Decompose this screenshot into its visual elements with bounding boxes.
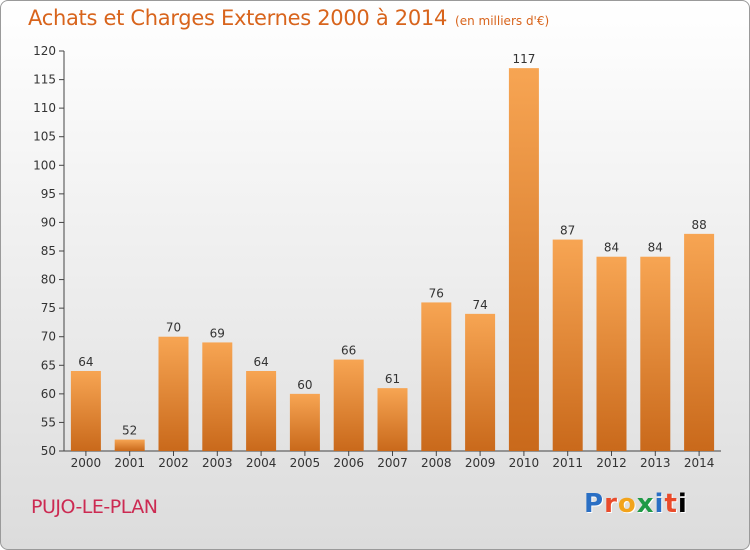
bar <box>70 371 101 451</box>
bar-value-label: 64 <box>253 355 268 369</box>
bar <box>289 393 320 451</box>
y-tick-label: 90 <box>41 215 56 229</box>
chart-title-text: Achats et Charges Externes 2000 à 2014 <box>28 6 448 30</box>
bar <box>596 256 627 451</box>
bar-value-label: 69 <box>210 326 225 340</box>
bar-value-label: 84 <box>604 241 619 255</box>
chart-unit-label: (en milliers d'€) <box>455 14 550 28</box>
bar <box>377 388 408 451</box>
x-tick-label: 2012 <box>596 456 627 470</box>
y-tick-label: 120 <box>33 44 56 58</box>
bar <box>333 359 364 451</box>
x-tick-label: 2011 <box>552 456 583 470</box>
bar-value-label: 61 <box>385 372 400 386</box>
bar <box>202 342 233 451</box>
bar <box>640 256 671 451</box>
logo-letter: r <box>604 489 618 519</box>
bar-value-label: 64 <box>78 355 93 369</box>
bar <box>421 302 452 451</box>
bar <box>508 68 539 452</box>
logo-letter: o <box>617 489 637 519</box>
bar <box>465 313 496 451</box>
logo-letter: x <box>636 489 655 519</box>
x-tick-label: 2014 <box>684 456 715 470</box>
x-tick-label: 2007 <box>377 456 408 470</box>
y-tick-label: 65 <box>41 358 56 372</box>
bar-value-label: 66 <box>341 344 356 358</box>
x-tick-label: 2001 <box>114 456 145 470</box>
x-tick-label: 2009 <box>465 456 496 470</box>
x-tick-label: 2005 <box>290 456 321 470</box>
labels: 64 2000 52 2001 70 2002 69 2003 64 2004 60 2005 66 20… <box>71 52 715 470</box>
commune-name: PUJO-LE-PLAN <box>31 496 158 518</box>
chart-title: Achats et Charges Externes 2000 à 2014 (e… <box>28 6 549 30</box>
bar-value-label: 76 <box>429 286 444 300</box>
bars <box>70 68 715 452</box>
logo-letter: i <box>677 489 688 519</box>
logo-letter: P <box>584 489 605 519</box>
bar <box>684 233 715 451</box>
y-tick-label: 60 <box>41 387 56 401</box>
y-tick-label: 115 <box>33 73 56 87</box>
x-tick-label: 2000 <box>71 456 102 470</box>
bar-value-label: 84 <box>648 241 663 255</box>
bar-value-label: 117 <box>512 52 535 66</box>
x-tick-label: 2002 <box>158 456 189 470</box>
y-tick-label: 80 <box>41 273 56 287</box>
bar-value-label: 60 <box>297 378 312 392</box>
bar <box>246 371 277 451</box>
y-tick-label: 70 <box>41 330 56 344</box>
logo-letter: i <box>654 489 665 519</box>
bar-value-label: 74 <box>472 298 487 312</box>
x-tick-label: 2003 <box>202 456 233 470</box>
logo-letter: t <box>664 489 678 519</box>
bar-value-label: 70 <box>166 321 181 335</box>
y-tick-label: 85 <box>41 244 56 258</box>
x-tick-label: 2008 <box>421 456 452 470</box>
x-tick-label: 2010 <box>509 456 540 470</box>
y-tick-label: 95 <box>41 187 56 201</box>
x-tick-label: 2013 <box>640 456 671 470</box>
bar-value-label: 87 <box>560 224 575 238</box>
x-tick-label: 2006 <box>333 456 364 470</box>
proxiti-logo: Proxiti <box>584 489 688 519</box>
bar-value-label: 52 <box>122 424 137 438</box>
axes: 50 55 60 65 70 75 80 85 90 95 100 105 110 115 120 <box>33 44 721 458</box>
y-tick-label: 105 <box>33 130 56 144</box>
y-tick-label: 75 <box>41 301 56 315</box>
y-tick-label: 110 <box>33 101 56 115</box>
bar <box>114 439 145 451</box>
y-tick-label: 50 <box>41 444 56 458</box>
x-tick-label: 2004 <box>246 456 277 470</box>
bar <box>158 336 189 451</box>
y-tick-label: 55 <box>41 415 56 429</box>
bar-value-label: 88 <box>691 218 706 232</box>
bar <box>552 239 583 451</box>
y-tick-label: 100 <box>33 158 56 172</box>
